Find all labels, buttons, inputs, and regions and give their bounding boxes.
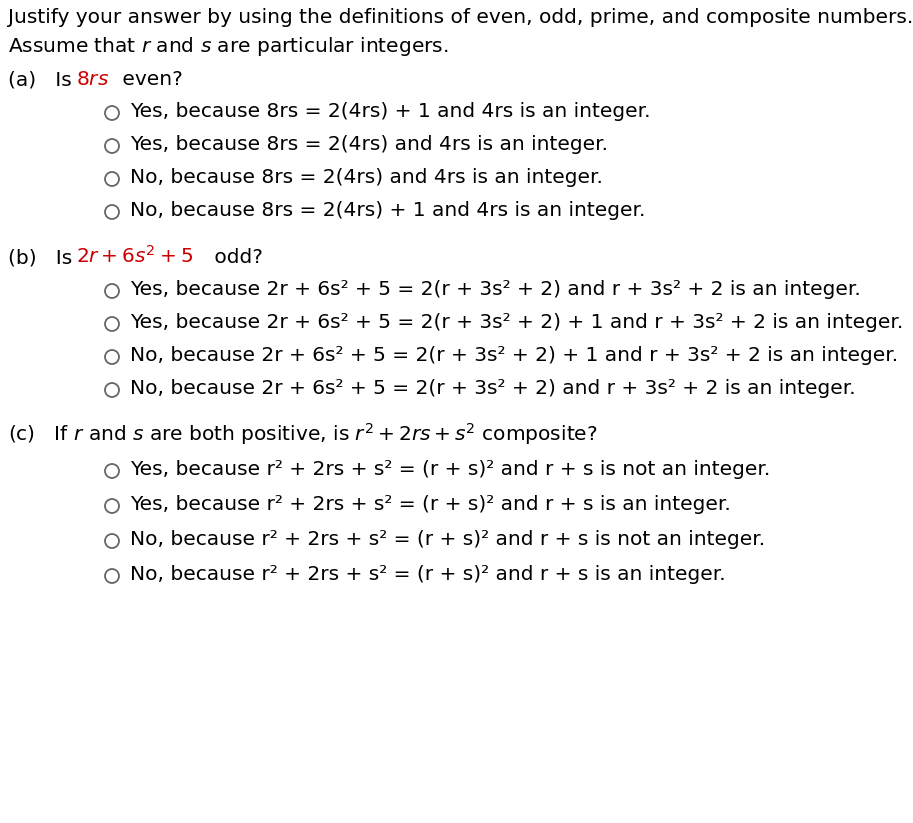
Text: Assume that $r$ and $s$ are particular integers.: Assume that $r$ and $s$ are particular i… — [8, 35, 448, 58]
Text: (a)   Is: (a) Is — [8, 70, 79, 89]
Text: even?: even? — [116, 70, 183, 89]
Text: No, because r² + 2rs + s² = (r + s)² and r + s is not an integer.: No, because r² + 2rs + s² = (r + s)² and… — [130, 530, 765, 549]
Text: No, because 8rs = 2(4rs) and 4rs is an integer.: No, because 8rs = 2(4rs) and 4rs is an i… — [130, 168, 603, 187]
Text: $8rs$: $8rs$ — [76, 70, 110, 89]
Text: odd?: odd? — [208, 248, 263, 267]
Text: No, because 8rs = 2(4rs) + 1 and 4rs is an integer.: No, because 8rs = 2(4rs) + 1 and 4rs is … — [130, 201, 645, 220]
Text: Yes, because 2r + 6s² + 5 = 2(r + 3s² + 2) and r + 3s² + 2 is an integer.: Yes, because 2r + 6s² + 5 = 2(r + 3s² + … — [130, 280, 861, 299]
Text: Yes, because 8rs = 2(4rs) and 4rs is an integer.: Yes, because 8rs = 2(4rs) and 4rs is an … — [130, 135, 608, 154]
Text: Yes, because r² + 2rs + s² = (r + s)² and r + s is not an integer.: Yes, because r² + 2rs + s² = (r + s)² an… — [130, 460, 771, 479]
Text: Yes, because 8rs = 2(4rs) + 1 and 4rs is an integer.: Yes, because 8rs = 2(4rs) + 1 and 4rs is… — [130, 102, 650, 121]
Text: No, because r² + 2rs + s² = (r + s)² and r + s is an integer.: No, because r² + 2rs + s² = (r + s)² and… — [130, 565, 726, 584]
Text: No, because 2r + 6s² + 5 = 2(r + 3s² + 2) and r + 3s² + 2 is an integer.: No, because 2r + 6s² + 5 = 2(r + 3s² + 2… — [130, 379, 855, 398]
Text: Yes, because 2r + 6s² + 5 = 2(r + 3s² + 2) + 1 and r + 3s² + 2 is an integer.: Yes, because 2r + 6s² + 5 = 2(r + 3s² + … — [130, 313, 903, 332]
Text: No, because 2r + 6s² + 5 = 2(r + 3s² + 2) + 1 and r + 3s² + 2 is an integer.: No, because 2r + 6s² + 5 = 2(r + 3s² + 2… — [130, 346, 898, 365]
Text: $2r + 6s^2 + 5$: $2r + 6s^2 + 5$ — [76, 245, 194, 267]
Text: (b)   Is: (b) Is — [8, 248, 79, 267]
Text: Yes, because r² + 2rs + s² = (r + s)² and r + s is an integer.: Yes, because r² + 2rs + s² = (r + s)² an… — [130, 495, 730, 514]
Text: (c)   If $r$ and $s$ are both positive, is $r^2 + 2rs + s^2$ composite?: (c) If $r$ and $s$ are both positive, is… — [8, 421, 597, 447]
Text: Justify your answer by using the definitions of even, odd, prime, and composite : Justify your answer by using the definit… — [8, 8, 913, 27]
